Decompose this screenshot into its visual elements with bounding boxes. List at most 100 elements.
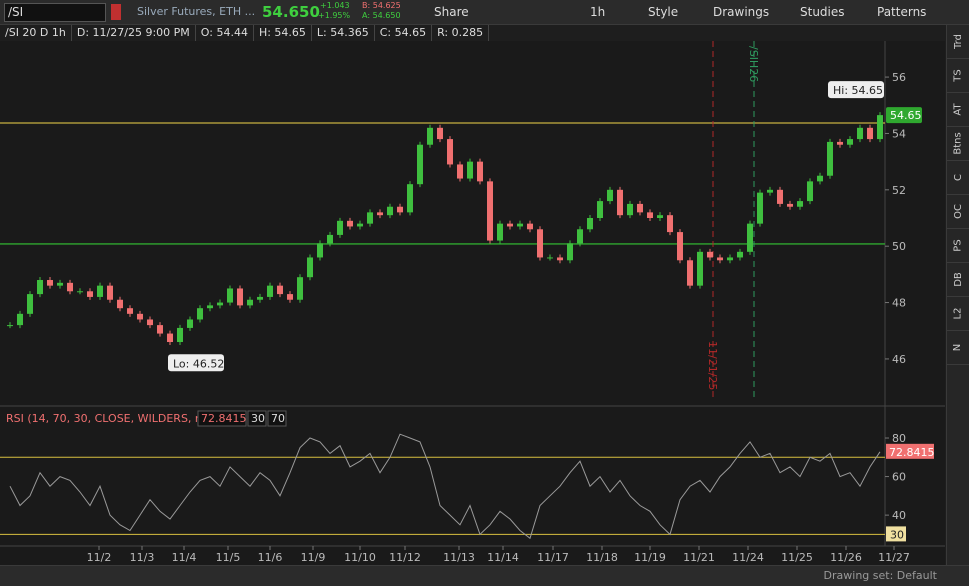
candle xyxy=(857,127,863,140)
level-box xyxy=(247,410,267,427)
side-tab[interactable]: L2 xyxy=(947,297,969,331)
info-field: H: 54.65 xyxy=(254,25,312,41)
side-tab[interactable]: Trd xyxy=(947,25,969,59)
candle xyxy=(217,302,223,306)
y-tick-label: 50 xyxy=(892,240,906,253)
candle xyxy=(637,203,643,213)
drawings-button[interactable]: Drawings xyxy=(713,5,770,19)
description: Silver Futures, ETH ... xyxy=(137,5,256,18)
y-tick-label: 48 xyxy=(892,297,906,310)
info-field: R: 0.285 xyxy=(432,25,490,41)
candle xyxy=(597,201,603,219)
candle xyxy=(547,257,553,259)
y-tick-label: 56 xyxy=(892,71,906,84)
x-tick-label: 11/2 xyxy=(87,551,112,564)
y-tick-label: 52 xyxy=(892,184,906,197)
candle xyxy=(207,305,213,309)
rsi-last-label: 72.8415 xyxy=(889,446,935,459)
style-button[interactable]: Style xyxy=(648,5,679,19)
info-field: D: 11/27/25 9:00 PM xyxy=(72,25,196,41)
badge xyxy=(111,4,121,20)
candle xyxy=(27,294,33,314)
candle xyxy=(307,257,313,278)
x-tick-label: 11/6 xyxy=(258,551,283,564)
candle xyxy=(197,308,203,320)
side-tab-label: C xyxy=(952,174,964,181)
candle xyxy=(107,285,113,300)
share-button[interactable]: Share xyxy=(434,5,469,19)
candle xyxy=(297,277,303,300)
candle xyxy=(837,141,843,145)
side-tab-label: Btns xyxy=(952,132,964,155)
candle xyxy=(157,325,163,334)
side-tab[interactable]: Btns xyxy=(947,127,969,161)
side-tab[interactable]: N xyxy=(947,331,969,365)
candle xyxy=(247,299,253,306)
candle xyxy=(517,223,523,227)
candle xyxy=(537,229,543,258)
side-tab[interactable]: DB xyxy=(947,263,969,297)
candle xyxy=(657,215,663,219)
info-field: O: 54.44 xyxy=(196,25,254,41)
candle xyxy=(187,319,193,328)
side-tab[interactable]: C xyxy=(947,161,969,195)
candle xyxy=(847,139,853,145)
candle xyxy=(557,257,563,261)
candle xyxy=(377,212,383,216)
chart: 46 48 50 52 54 56 11/2 11/3 11/4 11/5 11/6 11/9 11/1… xyxy=(0,41,945,566)
candle xyxy=(7,325,13,327)
candle xyxy=(627,203,633,216)
side-tab[interactable]: AT xyxy=(947,93,969,127)
candle xyxy=(707,251,713,258)
sidebar: Trd TS AT Btns C OC PS DB L2 N xyxy=(946,25,969,565)
patterns-button[interactable]: Patterns xyxy=(877,5,927,19)
change-pct: +1.95% xyxy=(318,11,351,20)
x-tick-label: 11/17 xyxy=(537,551,569,564)
interval-button[interactable]: 1h xyxy=(590,5,606,19)
candle xyxy=(17,313,23,326)
candle xyxy=(137,313,143,320)
x-tick-label: 11/3 xyxy=(130,551,155,564)
side-tab[interactable]: TS xyxy=(947,59,969,93)
last-price-label: 54.65 xyxy=(890,109,922,122)
info-field: /SI 20 D 1h xyxy=(0,25,72,41)
x-tick-label: 11/26 xyxy=(830,551,862,564)
y-tick-label: 60 xyxy=(892,471,906,484)
level-box xyxy=(267,410,287,427)
change: +1.043 xyxy=(320,1,350,10)
level-badge xyxy=(886,526,906,542)
side-tab-label: L2 xyxy=(952,307,964,320)
symbol-box[interactable]: /SI xyxy=(4,3,106,22)
status-text: Drawing set: Default xyxy=(823,569,937,582)
x-tick-label: 11/19 xyxy=(634,551,666,564)
hi-label-box xyxy=(828,81,884,99)
candle xyxy=(257,296,263,300)
candle xyxy=(807,181,813,202)
last-price-box xyxy=(886,107,922,124)
rsi-last-box xyxy=(886,443,934,459)
side-tab-label: DB xyxy=(952,272,964,287)
candle xyxy=(467,161,473,179)
candle xyxy=(737,251,743,258)
candle xyxy=(827,141,833,176)
candle xyxy=(647,212,653,219)
level-value: 70 xyxy=(271,412,285,425)
ask: A: 54.650 xyxy=(362,11,401,20)
candle xyxy=(147,319,153,326)
side-tab[interactable]: PS xyxy=(947,229,969,263)
candle xyxy=(37,280,43,295)
candle xyxy=(407,184,413,213)
y-tick-label: 54 xyxy=(892,127,906,140)
candle xyxy=(567,243,573,261)
rsi-value-box xyxy=(197,410,247,427)
rsi-title: RSI (14, 70, 30, CLOSE, WILDERS, no) xyxy=(6,412,213,425)
candle xyxy=(47,280,53,286)
candle xyxy=(767,189,773,193)
y-tick-label: 40 xyxy=(892,509,906,522)
candle xyxy=(357,223,363,227)
x-tick-label: 11/9 xyxy=(301,551,326,564)
side-tab-label: TS xyxy=(952,69,964,82)
studies-button[interactable]: Studies xyxy=(800,5,845,19)
side-tab[interactable]: OC xyxy=(947,195,969,229)
